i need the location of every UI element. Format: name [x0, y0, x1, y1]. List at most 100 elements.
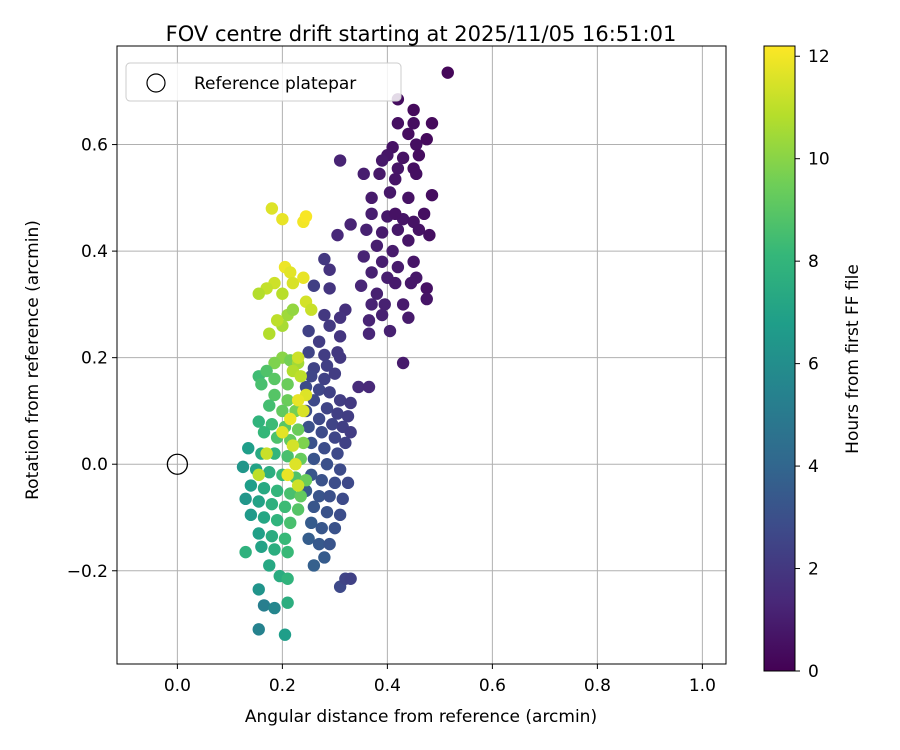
data-point — [333, 508, 347, 522]
data-point — [328, 476, 342, 490]
colorbar-gradient — [764, 46, 795, 671]
data-point — [360, 223, 373, 237]
data-point — [297, 404, 310, 418]
data-point — [260, 364, 273, 378]
data-point — [307, 279, 321, 292]
data-point — [252, 623, 265, 636]
data-point — [323, 386, 336, 399]
colorbar-ticks: 0 2 4 6 8 10 12 — [795, 47, 830, 682]
data-point — [281, 572, 294, 585]
data-point — [389, 276, 402, 290]
data-point — [354, 279, 368, 292]
data-point — [307, 500, 321, 514]
data-point — [278, 532, 292, 546]
data-point — [333, 394, 347, 407]
data-point — [441, 66, 454, 79]
data-point — [323, 489, 336, 503]
data-point — [291, 479, 305, 492]
data-point — [315, 521, 328, 535]
data-point — [244, 479, 258, 492]
data-point — [320, 458, 334, 471]
data-point — [302, 346, 315, 359]
data-point — [276, 212, 289, 226]
data-point — [331, 407, 344, 420]
data-point — [331, 228, 344, 242]
data-point — [265, 529, 279, 543]
data-point — [252, 468, 265, 482]
data-point — [318, 308, 331, 322]
colorbar-label: Hours from first FF file — [843, 264, 863, 454]
data-point — [423, 228, 436, 242]
data-point — [318, 252, 331, 266]
data-point — [341, 410, 355, 423]
data-point — [402, 234, 415, 247]
data-point — [375, 308, 389, 322]
y-axis-label: Rotation from reference (arcmin) — [23, 220, 43, 500]
data-point — [257, 511, 271, 524]
data-point — [318, 372, 331, 386]
data-point — [263, 399, 276, 412]
data-point — [312, 489, 326, 503]
x-tick-label: 0.8 — [584, 676, 611, 696]
data-point — [291, 503, 305, 516]
data-point — [281, 450, 294, 463]
data-point — [365, 207, 378, 221]
data-point — [417, 207, 431, 221]
colorbar-tick-label: 0 — [808, 662, 819, 682]
data-point — [284, 266, 297, 279]
data-point — [244, 508, 258, 522]
data-point — [320, 402, 334, 415]
data-point — [362, 380, 376, 394]
data-point — [344, 218, 357, 231]
data-point — [284, 412, 297, 426]
data-point — [383, 324, 397, 338]
data-point — [276, 287, 289, 300]
data-point — [323, 282, 336, 295]
data-point — [302, 324, 315, 338]
reference-platepar-marker — [166, 453, 189, 475]
x-axis-ticks: 0.0 0.2 0.4 0.6 0.8 1.0 — [164, 664, 716, 696]
data-point — [320, 359, 334, 372]
data-point — [378, 298, 391, 311]
y-axis-ticks: −0.2 0.0 0.2 0.4 0.6 — [67, 136, 117, 582]
data-point — [289, 458, 302, 471]
data-point — [318, 348, 331, 362]
data-point — [276, 426, 289, 439]
data-point — [375, 226, 389, 239]
data-point — [402, 127, 415, 141]
data-point — [339, 436, 352, 450]
data-point — [270, 513, 284, 527]
data-point — [278, 628, 292, 641]
data-point — [362, 327, 376, 340]
data-point — [407, 255, 420, 268]
data-point — [365, 191, 378, 205]
data-point — [265, 418, 279, 431]
data-point — [281, 378, 294, 391]
x-tick-label: 0.4 — [374, 676, 401, 696]
x-tick-label: 1.0 — [689, 676, 716, 696]
data-point — [425, 117, 439, 130]
data-point — [260, 447, 273, 460]
x-tick-label: 0.0 — [164, 676, 191, 696]
data-point — [326, 418, 339, 431]
data-point — [396, 298, 410, 311]
data-point — [389, 172, 402, 186]
data-point — [407, 103, 420, 117]
data-point — [412, 223, 426, 237]
data-point — [420, 292, 433, 306]
data-point — [412, 149, 426, 162]
legend-box — [125, 62, 402, 102]
data-point — [352, 380, 365, 394]
data-point — [294, 370, 307, 383]
data-point — [370, 239, 384, 252]
colorbar: 0 2 4 6 8 10 12 Hours from first FF file — [763, 45, 863, 682]
data-point — [404, 276, 418, 290]
data-point — [323, 319, 336, 332]
data-point — [268, 388, 281, 402]
data-point — [391, 162, 405, 175]
data-point — [307, 559, 321, 572]
data-point — [305, 516, 318, 530]
data-point — [284, 487, 297, 500]
data-point — [268, 372, 281, 386]
data-point — [270, 484, 284, 498]
